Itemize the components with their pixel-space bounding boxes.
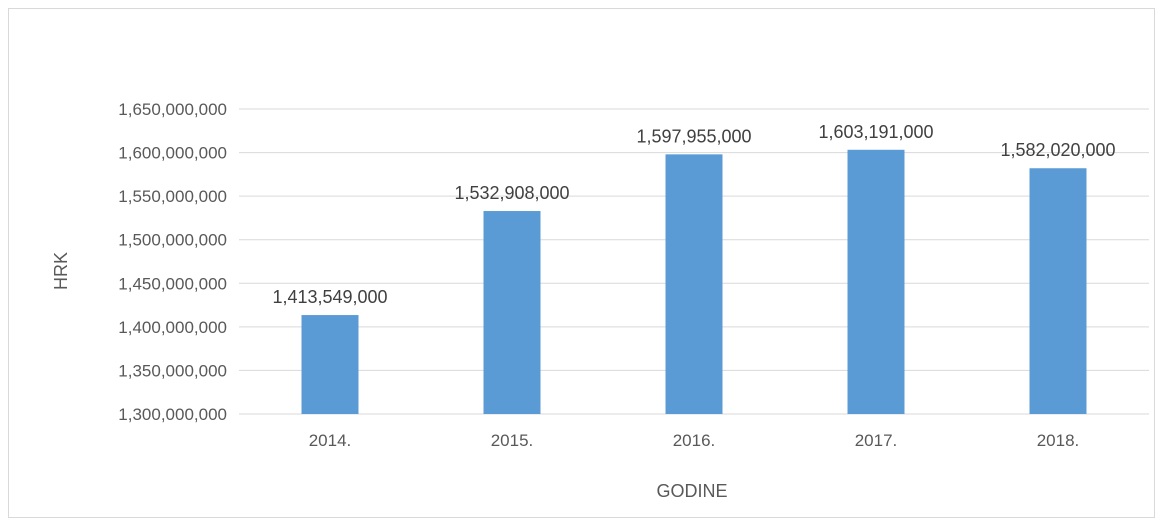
bar-2014 [301, 315, 359, 414]
y-axis-ticks: 1,300,000,000 1,350,000,000 1,400,000,000 1… [118, 100, 227, 424]
y-tick-label: 1,350,000,000 [118, 361, 227, 380]
y-tick-label: 1,300,000,000 [118, 405, 227, 424]
x-tick-label: 2014. [309, 431, 352, 450]
y-tick-label: 1,400,000,000 [118, 318, 227, 337]
data-label: 1,532,908,000 [454, 183, 569, 203]
y-tick-label: 1,500,000,000 [118, 231, 227, 250]
bar-2018 [1029, 168, 1087, 414]
bar-chart: 1,300,000,000 1,350,000,000 1,400,000,000 1… [51, 100, 1149, 501]
bar-2015 [483, 211, 541, 414]
x-axis-ticks: 2014. 2015. 2016. 2017. 2018. [309, 431, 1080, 450]
x-tick-label: 2015. [491, 431, 534, 450]
data-label: 1,582,020,000 [1000, 140, 1115, 160]
data-labels: 1,413,549,000 1,532,908,000 1,597,955,000 1… [272, 122, 1115, 307]
data-label: 1,413,549,000 [272, 287, 387, 307]
y-tick-label: 1,550,000,000 [118, 187, 227, 206]
y-tick-label: 1,650,000,000 [118, 100, 227, 119]
data-label: 1,603,191,000 [818, 122, 933, 142]
bars [301, 149, 1087, 414]
bar-2017 [847, 149, 905, 414]
y-axis-title: HRK [51, 252, 71, 290]
bar-2016 [665, 154, 723, 414]
chart-frame: 1,300,000,000 1,350,000,000 1,400,000,000 1… [8, 8, 1155, 518]
x-axis-title: GODINE [656, 481, 727, 501]
x-tick-label: 2017. [855, 431, 898, 450]
data-label: 1,597,955,000 [636, 126, 751, 146]
y-tick-label: 1,450,000,000 [118, 274, 227, 293]
x-tick-label: 2018. [1037, 431, 1080, 450]
x-tick-label: 2016. [673, 431, 716, 450]
y-tick-label: 1,600,000,000 [118, 144, 227, 163]
